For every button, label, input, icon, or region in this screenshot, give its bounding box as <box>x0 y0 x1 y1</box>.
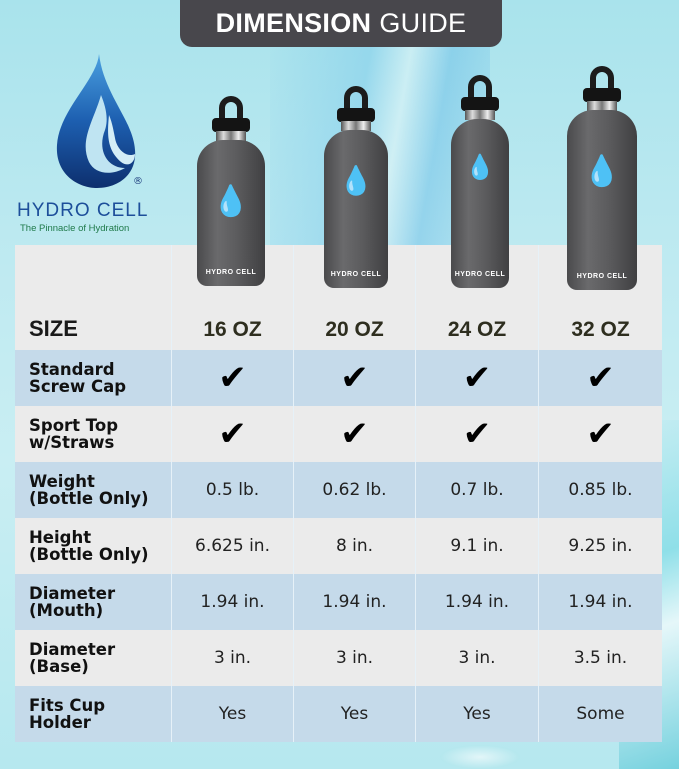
row-label-line2: (Bottle Only) <box>29 545 149 564</box>
checkmark-icon: ✔ <box>416 350 539 406</box>
bottle-neck <box>341 121 371 131</box>
bottle-cap <box>337 108 375 122</box>
bottle-image-32oz: 💧 HYDRO CELL <box>567 66 637 290</box>
bottle-body <box>197 140 265 286</box>
table-cell: 9.25 in. <box>539 518 662 574</box>
table-cell: 0.85 lb. <box>539 462 662 518</box>
row-label: Weight (Bottle Only) <box>15 462 172 518</box>
checkmark-icon: ✔ <box>416 406 539 462</box>
registered-mark: ® <box>133 176 143 187</box>
table-cell: 3 in. <box>172 630 294 686</box>
row-label-line1: Diameter <box>29 640 116 659</box>
dimension-guide-banner: DIMENSION GUIDE <box>180 0 502 47</box>
column-header-20oz: 20 OZ <box>294 245 416 350</box>
size-header-label: SIZE <box>15 245 172 350</box>
bottle-image-16oz: 💧 HYDRO CELL <box>197 96 265 286</box>
table-cell: 1.94 in. <box>416 574 539 630</box>
bottle-body <box>567 110 637 290</box>
dimension-table: SIZE 16 OZ 20 OZ 24 OZ 32 OZ Standard Scr… <box>15 245 662 742</box>
table-cell: 3 in. <box>416 630 539 686</box>
row-label: Sport Top w/Straws <box>15 406 172 462</box>
row-label-line2: w/Straws <box>29 433 115 452</box>
bottle-neck <box>587 101 617 111</box>
table-cell: 1.94 in. <box>539 574 662 630</box>
table-cell: Yes <box>172 686 294 742</box>
bottle-image-24oz: 💧 HYDRO CELL <box>451 75 509 288</box>
table-cell: 3.5 in. <box>539 630 662 686</box>
bottle-neck <box>465 110 495 120</box>
table-cell: 0.7 lb. <box>416 462 539 518</box>
row-label-line1: Weight <box>29 472 95 491</box>
bottle-cap <box>461 97 499 111</box>
table-cell: 8 in. <box>294 518 416 574</box>
table-cell: 0.62 lb. <box>294 462 416 518</box>
row-label-line1: Diameter <box>29 584 116 603</box>
bottle-handle <box>590 66 614 92</box>
checkmark-icon: ✔ <box>539 350 662 406</box>
flame-logo-icon: 💧 <box>465 153 495 181</box>
row-label-line1: Sport Top <box>29 416 119 435</box>
water-drop-logo-icon <box>56 54 136 188</box>
bottle-brand-label: HYDRO CELL <box>576 273 628 280</box>
bottle-handle <box>468 75 492 101</box>
bottle-neck <box>216 131 246 141</box>
bottle-brand-label: HYDRO CELL <box>330 271 382 278</box>
checkmark-icon: ✔ <box>539 406 662 462</box>
row-label-line1: Standard <box>29 360 115 379</box>
bottle-handle <box>219 96 243 122</box>
table-cell: Yes <box>294 686 416 742</box>
hydro-cell-logo: ® HYDRO CELL The Pinnacle of Hydration <box>15 50 185 235</box>
row-label: Diameter (Base) <box>15 630 172 686</box>
checkmark-icon: ✔ <box>172 350 294 406</box>
banner-title-light: GUIDE <box>379 8 467 38</box>
table-cell: 9.1 in. <box>416 518 539 574</box>
flame-logo-icon: 💧 <box>338 164 374 197</box>
brand-name: HYDRO CELL <box>17 200 149 221</box>
checkmark-icon: ✔ <box>294 350 416 406</box>
row-label-line1: Height <box>29 528 92 547</box>
row-label: Standard Screw Cap <box>15 350 172 406</box>
checkmark-icon: ✔ <box>172 406 294 462</box>
row-label-line2: Screw Cap <box>29 377 127 396</box>
bottle-brand-label: HYDRO CELL <box>205 269 257 276</box>
bottle-cap <box>583 88 621 102</box>
table-cell: 0.5 lb. <box>172 462 294 518</box>
bottle-body <box>451 119 509 288</box>
bottle-cap <box>212 118 250 132</box>
table-cell: 6.625 in. <box>172 518 294 574</box>
table-cell: 1.94 in. <box>294 574 416 630</box>
row-label: Diameter (Mouth) <box>15 574 172 630</box>
checkmark-icon: ✔ <box>294 406 416 462</box>
row-label-line2: (Mouth) <box>29 601 104 620</box>
table-cell: 3 in. <box>294 630 416 686</box>
bottle-brand-label: HYDRO CELL <box>454 271 506 278</box>
brand-tagline: The Pinnacle of Hydration <box>20 223 130 234</box>
bottle-handle <box>344 86 368 112</box>
row-label-line2: (Bottle Only) <box>29 489 149 508</box>
row-label: Fits Cup Holder <box>15 686 172 742</box>
flame-logo-icon: 💧 <box>212 184 250 219</box>
bottle-body <box>324 130 388 288</box>
flame-logo-icon: 💧 <box>583 154 621 189</box>
background-water-drop <box>440 745 520 769</box>
bottle-image-20oz: 💧 HYDRO CELL <box>324 86 388 288</box>
table-cell: 1.94 in. <box>172 574 294 630</box>
row-label-line2: Holder <box>29 713 91 732</box>
row-label-line2: (Base) <box>29 657 89 676</box>
row-label-line1: Fits Cup <box>29 696 106 715</box>
table-cell: Yes <box>416 686 539 742</box>
banner-title-bold: DIMENSION <box>215 8 372 38</box>
table-cell: Some <box>539 686 662 742</box>
row-label: Height (Bottle Only) <box>15 518 172 574</box>
